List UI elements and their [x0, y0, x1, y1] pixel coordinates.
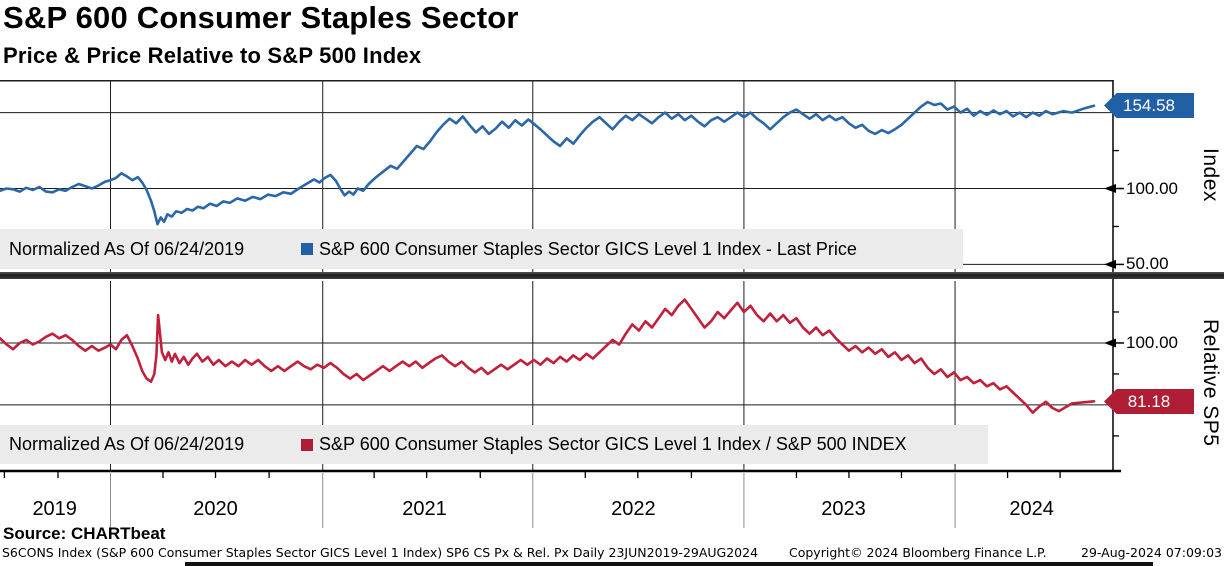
y-tick-arrow-icon [1104, 259, 1116, 269]
x-axis-year-label: 2020 [193, 498, 238, 520]
price-series-label: S&P 600 Consumer Staples Sector GICS Lev… [319, 238, 857, 259]
x-axis-year-label: 2019 [32, 498, 77, 520]
y-tick-arrow-icon [1104, 338, 1116, 348]
y-axis-title-relative: Relative SP5 [1199, 318, 1222, 447]
x-axis-year-label: 2024 [1009, 498, 1054, 520]
x-axis-year-label: 2023 [821, 498, 866, 520]
footer-security-description: S6CONS Index (S&P 600 Consumer Staples S… [2, 545, 759, 560]
window-bottom-edge [185, 562, 1153, 566]
relative-series-label: S&P 600 Consumer Staples Sector GICS Lev… [319, 434, 907, 454]
last-price-badge: 154.58 [1104, 93, 1194, 118]
blue-series-swatch-icon [301, 243, 313, 255]
footer-bar: S6CONS Index (S&P 600 Consumer Staples S… [0, 545, 1224, 563]
y-tick-arrow-icon [1104, 184, 1116, 194]
source-line: Source: CHARTbeat [3, 524, 166, 543]
price-panel-legend: Normalized As Of 06/24/2019 S&P 600 Cons… [0, 229, 963, 269]
last-relative-badge: 81.18 [1104, 389, 1194, 414]
normalized-note: Normalized As Of 06/24/2019 [9, 238, 245, 259]
y-axis-title-index: Index [1199, 148, 1222, 202]
y-tick-label: 100.00 [1126, 178, 1178, 198]
panel-separator-bar [0, 272, 1224, 279]
y-tick-label: 50.00 [1126, 254, 1169, 274]
footer-timestamp: 29-Aug-2024 07:09:03 [1081, 545, 1222, 560]
y-tick-label: 100.00 [1126, 332, 1178, 352]
relative-panel-legend: Normalized As Of 06/24/2019 S&P 600 Cons… [0, 425, 988, 464]
normalized-note: Normalized As Of 06/24/2019 [9, 434, 245, 454]
x-axis-year-label: 2022 [611, 498, 656, 520]
red-series-swatch-icon [301, 438, 313, 451]
page-title: S&P 600 Consumer Staples Sector [3, 0, 519, 35]
relative-series-line [0, 298, 1096, 415]
price-series-line [0, 100, 1096, 226]
page-subtitle: Price & Price Relative to S&P 500 Index [3, 43, 422, 68]
x-axis-year-label: 2021 [402, 498, 447, 520]
footer-copyright: Copyright© 2024 Bloomberg Finance L.P. [789, 545, 1047, 560]
